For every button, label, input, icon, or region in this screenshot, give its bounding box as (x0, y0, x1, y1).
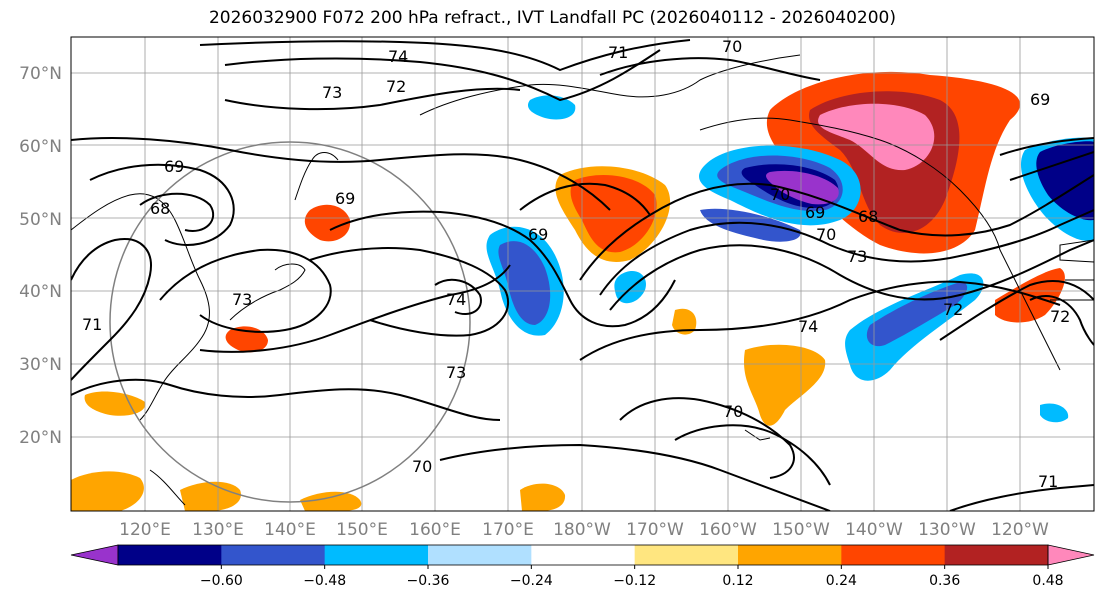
longitude-label: 120°W (991, 520, 1049, 540)
anomaly-negative-northwest-strong (1036, 141, 1094, 221)
contour-label: 72 (1050, 307, 1070, 326)
colorbar-tick-label: 0.12 (722, 573, 753, 589)
figure-title: 2026032900 F072 200 hPa refract., IVT La… (208, 8, 896, 28)
longitude-label: 140°E (264, 520, 316, 540)
anomaly-positive-japan (304, 204, 351, 242)
longitude-label: 150°W (772, 520, 830, 540)
anomaly-negative-bering (527, 95, 576, 120)
colorbar-tick-label: 0.48 (1032, 573, 1063, 589)
colorbar-extend-low (70, 544, 119, 566)
latitude-label: 20°N (19, 428, 62, 448)
longitude-label: 180°W (553, 520, 611, 540)
anomaly-positive-philippines (84, 391, 146, 416)
contour-label: 69 (335, 189, 355, 208)
anomaly-positive-subtropical (743, 344, 826, 426)
coastlines (71, 54, 1094, 506)
colorbar-segment (944, 545, 1049, 565)
longitude-label: 150°E (336, 520, 388, 540)
colorbar-tick-label: −0.48 (303, 573, 346, 589)
contour-label: 70 (770, 185, 790, 204)
longitude-axis: 120°E 130°E 140°E 150°E 160°E 170°E 180°… (119, 520, 1049, 540)
anomaly-negative-170e-strong (498, 241, 551, 325)
anomaly-small-positive-1 (672, 308, 697, 335)
contour-label: 74 (446, 290, 466, 309)
colorbar-segment (221, 545, 326, 565)
anomaly-small-negative-2 (1040, 403, 1069, 423)
colorbar-tick-label: 0.24 (826, 573, 857, 589)
contour-label: 70 (412, 457, 432, 476)
contour-label: 72 (386, 77, 406, 96)
graticule (71, 37, 1094, 511)
colorbar-tick-label: 0.36 (929, 573, 960, 589)
contour-label: 73 (847, 247, 867, 266)
latitude-label: 70°N (19, 64, 62, 84)
contour-label: 73 (446, 363, 466, 382)
latitude-label: 40°N (19, 282, 62, 302)
latitude-label: 30°N (19, 355, 62, 375)
colorbar-segment (634, 545, 739, 565)
colorbar-tick-label: −0.12 (613, 573, 656, 589)
contour-label: 74 (798, 317, 818, 336)
map-frame (70, 36, 1095, 512)
contour-label: 73 (232, 290, 252, 309)
contour-label: 73 (322, 83, 342, 102)
colorbar-tick-label: −0.60 (200, 573, 243, 589)
colorbar-tick-label: −0.24 (510, 573, 553, 589)
contour-label: 72 (943, 300, 963, 319)
longitude-label: 160°E (409, 520, 461, 540)
anomaly-positive-alaska-max (818, 103, 935, 171)
anomaly-positive-tropics-mid (180, 481, 241, 511)
latitude-axis: 70°N 60°N 50°N 40°N 30°N 20°N (19, 64, 62, 448)
colorbar-extend-high (1047, 544, 1095, 566)
longitude-label: 170°W (626, 520, 684, 540)
longitude-label: 130°W (918, 520, 976, 540)
longitude-label: 160°W (699, 520, 757, 540)
anomaly-positive-tropics-dateline (520, 483, 566, 511)
contour-label: 74 (388, 47, 408, 66)
contour-label: 71 (1038, 472, 1058, 491)
contour-label: 68 (150, 199, 170, 218)
colorbar-segment (118, 545, 222, 565)
anomaly-negative-aleutians-max (766, 170, 839, 205)
colorbar-segment (428, 545, 532, 565)
contour-label: 69 (164, 157, 184, 176)
colorbar-segment (841, 545, 946, 565)
longitude-label: 120°E (119, 520, 171, 540)
contour-label: 69 (805, 203, 825, 222)
colorbar-segment (738, 545, 842, 565)
contour-label: 69 (528, 225, 548, 244)
colorbar-segment (324, 545, 429, 565)
colorbar-outline (117, 544, 1049, 566)
contour-label: 70 (816, 225, 836, 244)
longitude-label: 130°E (192, 520, 244, 540)
contour-label: 70 (723, 402, 743, 421)
contour-label: 68 (858, 207, 878, 226)
contour-label: 69 (1030, 90, 1050, 109)
reference-circle (109, 141, 471, 503)
longitude-label: 140°W (845, 520, 903, 540)
refractivity-contours (71, 39, 1094, 511)
contour-label: 70 (722, 37, 742, 56)
contour-label: 71 (608, 43, 628, 62)
anomaly-positive-tropics-west (71, 471, 144, 511)
map-panel: 74 71 70 73 72 69 68 69 71 69 74 73 70 6… (71, 37, 1094, 511)
anomaly-positive-tropics-east (300, 491, 362, 511)
contour-labels: 74 71 70 73 72 69 68 69 71 69 74 73 70 6… (82, 37, 1070, 491)
latitude-label: 60°N (19, 137, 62, 157)
latitude-label: 50°N (19, 210, 62, 230)
longitude-label: 170°E (482, 520, 534, 540)
colorbar: −0.60 −0.48 −0.36 −0.24 −0.12 0.12 0.24 0.36 0.4… (70, 544, 1095, 589)
contour-label: 71 (82, 315, 102, 334)
colorbar-segment (531, 545, 636, 565)
anomaly-negative-aleutians-tail (700, 208, 801, 242)
colorbar-tick-label: −0.36 (407, 573, 450, 589)
